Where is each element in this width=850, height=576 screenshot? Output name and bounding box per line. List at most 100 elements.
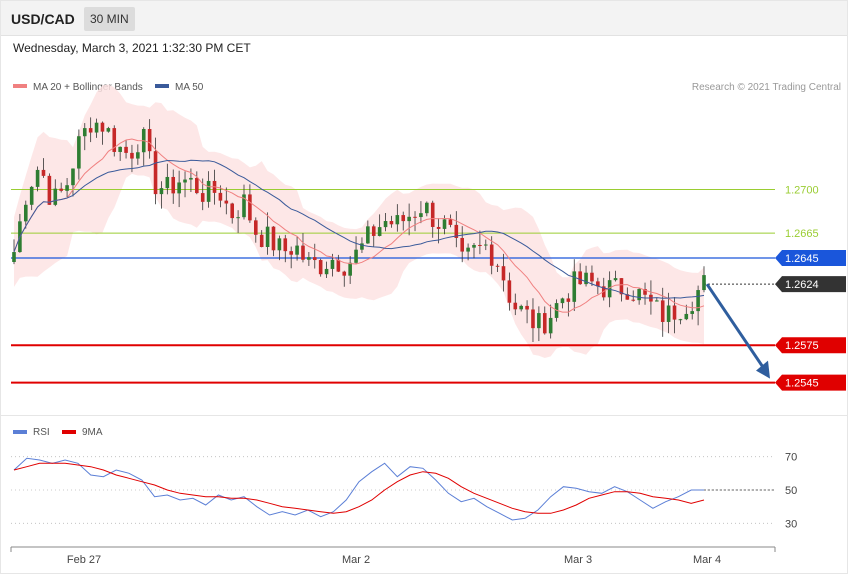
candle-body xyxy=(271,226,276,251)
rsi-level-label: 30 xyxy=(785,518,797,530)
candle-body xyxy=(578,271,582,285)
timeframe-badge[interactable]: 30 MIN xyxy=(84,7,135,31)
candle-body xyxy=(696,290,700,312)
ma50-legend-swatch xyxy=(155,84,169,88)
ma20-legend-swatch xyxy=(13,84,27,88)
candle-body xyxy=(507,280,512,303)
candle-body xyxy=(136,152,140,159)
candle-body xyxy=(548,317,553,334)
candle-body xyxy=(425,202,429,214)
candle-body xyxy=(295,245,299,255)
candle-body xyxy=(224,200,229,204)
candle-body xyxy=(318,260,323,275)
candle-body xyxy=(248,194,252,221)
candle-body xyxy=(230,203,235,219)
candle-body xyxy=(88,128,93,133)
candle-body xyxy=(395,215,400,225)
level-price-label: 1.2700 xyxy=(785,184,819,196)
candle-body xyxy=(312,257,317,261)
candle-body xyxy=(560,298,565,304)
candle-body xyxy=(619,278,624,295)
rsi-level-label: 50 xyxy=(785,485,797,497)
candle-body xyxy=(47,175,52,205)
credit-text: Research © 2021 Trading Central xyxy=(692,82,841,93)
ma20-line xyxy=(13,138,705,313)
candle-body xyxy=(454,224,459,238)
candle-body xyxy=(65,185,69,191)
level-tag-current xyxy=(775,276,846,293)
candle-body xyxy=(53,188,58,205)
candle-body xyxy=(189,177,193,180)
level-lines xyxy=(11,188,775,384)
candle-body xyxy=(283,238,288,252)
level-tag-support xyxy=(775,374,846,391)
candle-body xyxy=(584,272,588,285)
candle-body xyxy=(147,129,152,152)
level-price-label: 1.2545 xyxy=(785,378,819,390)
candle-body xyxy=(130,152,134,159)
candle-body xyxy=(23,204,28,222)
candle-body xyxy=(200,193,205,202)
candle-body xyxy=(495,265,500,267)
candle-body xyxy=(401,215,406,222)
candle-body xyxy=(407,216,411,222)
candle-body xyxy=(566,298,571,302)
candle-body xyxy=(371,226,376,236)
moving-averages xyxy=(13,138,705,313)
candle-body xyxy=(383,221,388,228)
ma50-legend-label: MA 50 xyxy=(175,82,204,93)
forecast-arrow-shaft xyxy=(705,283,766,370)
ma50-line xyxy=(13,159,705,299)
candle-body xyxy=(218,192,223,201)
candle-body xyxy=(442,219,447,229)
rsi-ma-line xyxy=(13,462,705,514)
candle-body xyxy=(448,219,453,225)
candle-body xyxy=(301,245,305,260)
candle-body xyxy=(607,280,612,298)
candle-body xyxy=(590,272,594,282)
candle-body xyxy=(100,122,105,132)
candle-body xyxy=(253,220,258,235)
candle-body xyxy=(377,227,382,236)
candle-body xyxy=(82,128,87,137)
rsi-level-label: 70 xyxy=(785,452,797,464)
candle-body xyxy=(106,128,111,132)
candle-body xyxy=(637,289,641,301)
candle-body xyxy=(666,305,671,322)
candle-body xyxy=(483,244,488,246)
candle-body xyxy=(330,259,335,269)
candle-body xyxy=(236,217,240,219)
candle-body xyxy=(59,188,63,191)
panel-divider xyxy=(0,415,848,416)
candle-body xyxy=(324,268,329,275)
candle-body xyxy=(631,299,636,301)
x-tick-label: Mar 4 xyxy=(693,554,721,566)
candle-body xyxy=(112,128,117,152)
candle-body xyxy=(366,226,370,244)
candle-body xyxy=(501,266,506,281)
candle-body xyxy=(460,237,465,252)
ma20-legend-label: MA 20 + Bollinger Bands xyxy=(33,82,143,93)
candle-body xyxy=(430,202,435,227)
candle-body xyxy=(206,180,211,202)
candle-body xyxy=(259,234,264,247)
candle-body xyxy=(336,259,341,272)
level-price-label: 1.2645 xyxy=(785,253,819,265)
candle-body xyxy=(354,249,358,263)
candle-body xyxy=(41,169,46,176)
x-tick-label: Mar 3 xyxy=(564,554,592,566)
candle-body xyxy=(195,177,199,194)
candle-body xyxy=(678,319,683,321)
candle-body xyxy=(171,176,176,194)
candle-body xyxy=(265,226,270,247)
candle-body xyxy=(702,275,706,291)
candle-body xyxy=(690,311,695,314)
candle-body xyxy=(183,179,187,183)
forecast-arrow-head xyxy=(756,360,770,379)
level-tag-support xyxy=(775,337,846,354)
candle-body xyxy=(684,313,689,320)
candle-body xyxy=(289,251,293,255)
candle-body xyxy=(672,305,677,320)
candle-body xyxy=(596,281,600,287)
